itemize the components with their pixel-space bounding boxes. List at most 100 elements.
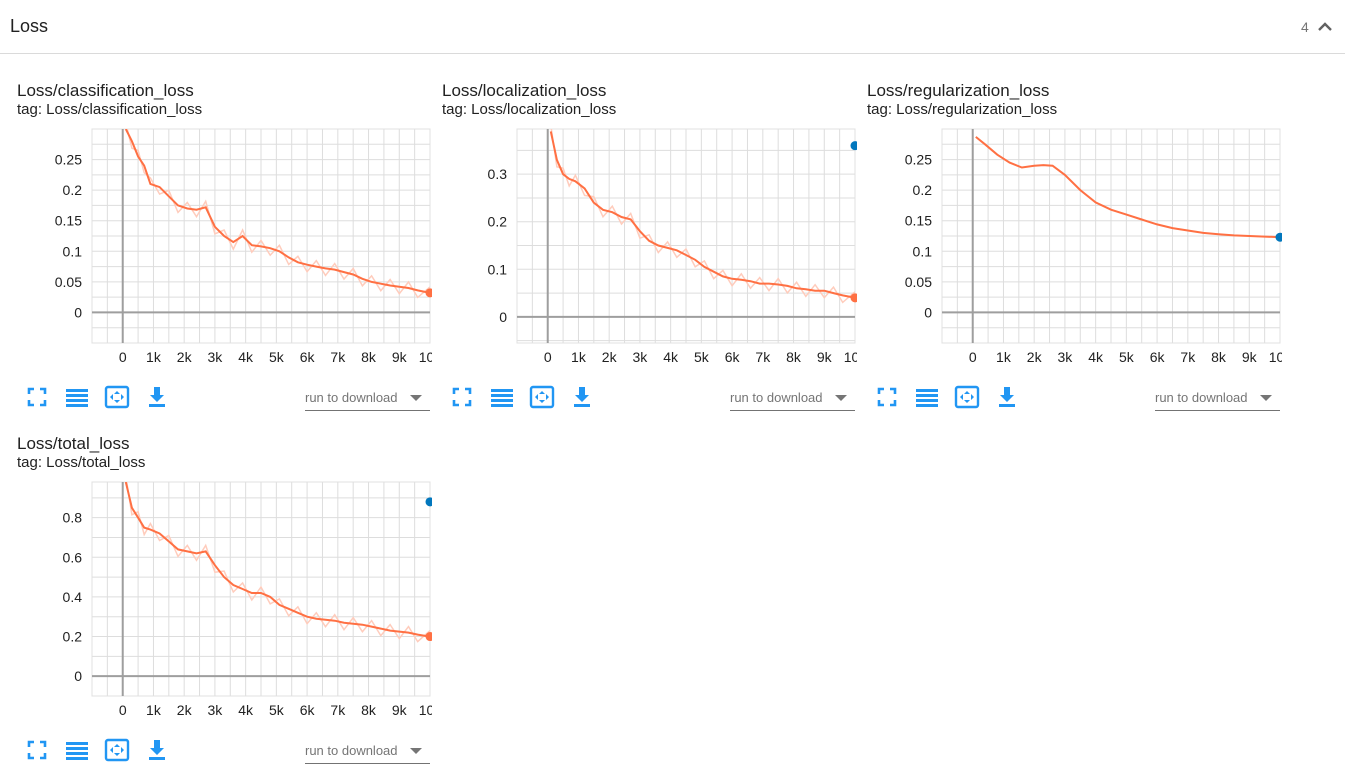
section-header[interactable]: Loss 4 — [0, 0, 1345, 54]
series-marker-blue — [425, 497, 432, 507]
x-tick-label: 10k — [844, 349, 857, 365]
chart-card: Loss/regularization_loss tag: Loss/regula… — [867, 81, 1287, 426]
plot-frame — [91, 481, 431, 697]
series-marker-blue — [850, 141, 857, 151]
run-select-placeholder: run to download — [730, 390, 823, 405]
dropdown-caret-icon — [1260, 395, 1272, 401]
x-tick-label: 6k — [725, 349, 741, 365]
x-tick-label: 3k — [208, 702, 224, 718]
line-chart[interactable]: 0 0.1 0.2 0.3 0 1k 2k 3k 4k 5k 6k 7k 8k 9k 10k — [442, 121, 857, 366]
x-tick-label: 8k — [1211, 349, 1227, 365]
fullscreen-icon[interactable] — [873, 383, 901, 411]
series-line — [124, 129, 430, 294]
x-tick-label: 2k — [602, 349, 618, 365]
y-tick-label: 0 — [924, 304, 932, 320]
x-tick-label: 7k — [330, 349, 346, 365]
x-tick-label: 7k — [1180, 349, 1196, 365]
y-tick-label: 0.15 — [55, 213, 82, 229]
y-tick-label: 0.4 — [63, 589, 83, 605]
y-tick-label: 0 — [499, 309, 507, 325]
x-tick-label: 5k — [269, 349, 285, 365]
x-tick-label: 0 — [544, 349, 552, 365]
y-tick-label: 0.2 — [488, 214, 508, 230]
dropdown-caret-icon — [410, 748, 422, 754]
x-tick-label: 8k — [361, 702, 377, 718]
x-tick-label: 7k — [330, 702, 346, 718]
y-tick-label: 0.25 — [905, 152, 932, 168]
toggle-log-scale-icon[interactable] — [63, 383, 91, 411]
chart-title: Loss/total_loss — [17, 434, 130, 453]
series-end-marker — [425, 288, 432, 298]
x-tick-label: 0 — [969, 349, 977, 365]
y-tick-label: 0.8 — [63, 510, 83, 526]
chart-title: Loss/regularization_loss — [867, 81, 1050, 100]
x-tick-label: 7k — [755, 349, 771, 365]
chart-title: Loss/classification_loss — [17, 81, 194, 100]
y-tick-label: 0.6 — [63, 549, 83, 565]
run-select-placeholder: run to download — [305, 743, 398, 758]
series-line — [975, 136, 1280, 239]
plot-frame — [516, 128, 856, 344]
y-tick-label: 0 — [74, 304, 82, 320]
fit-domain-icon[interactable] — [103, 383, 131, 411]
toggle-log-scale-icon[interactable] — [63, 736, 91, 764]
series-end-marker — [425, 632, 432, 642]
y-tick-label: 0.2 — [63, 182, 83, 198]
x-tick-label: 5k — [694, 349, 710, 365]
toggle-log-scale-icon[interactable] — [488, 383, 516, 411]
x-tick-label: 4k — [1088, 349, 1104, 365]
fit-domain-icon[interactable] — [103, 736, 131, 764]
line-chart[interactable]: 0 0.05 0.1 0.15 0.2 0.25 0 1k 2k 3k 4k 5k 6k 7k 8k 9k 10… — [17, 121, 432, 366]
y-tick-label: 0.05 — [55, 274, 82, 290]
y-tick-label: 0.1 — [63, 243, 83, 259]
series-line — [549, 131, 855, 299]
run-to-download-select[interactable]: run to download — [305, 736, 430, 764]
x-tick-label: 0 — [119, 702, 127, 718]
fit-domain-icon[interactable] — [953, 383, 981, 411]
line-chart[interactable]: 0 0.05 0.1 0.15 0.2 0.25 0 1k 2k 3k 4k 5k 6k 7k 8k 9k 10… — [867, 121, 1282, 366]
y-tick-label: 0 — [74, 668, 82, 684]
x-tick-label: 8k — [786, 349, 802, 365]
download-icon[interactable] — [143, 383, 171, 411]
run-to-download-select[interactable]: run to download — [1155, 383, 1280, 411]
chart-title: Loss/localization_loss — [442, 81, 607, 100]
dropdown-caret-icon — [410, 395, 422, 401]
x-tick-label: 3k — [1058, 349, 1074, 365]
x-tick-label: 6k — [1150, 349, 1166, 365]
chart-card: Loss/total_loss tag: Loss/total_loss 0 0.2 0… — [17, 434, 437, 779]
x-tick-label: 6k — [300, 702, 316, 718]
series-end-marker — [850, 293, 857, 303]
fit-domain-icon[interactable] — [528, 383, 556, 411]
fullscreen-icon[interactable] — [448, 383, 476, 411]
x-tick-label: 4k — [663, 349, 679, 365]
fullscreen-icon[interactable] — [23, 383, 51, 411]
x-tick-label: 9k — [392, 349, 408, 365]
x-tick-label: 10k — [419, 349, 432, 365]
x-tick-label: 9k — [1242, 349, 1258, 365]
run-to-download-select[interactable]: run to download — [730, 383, 855, 411]
series-end-marker — [1275, 232, 1282, 242]
chart-tag: tag: Loss/total_loss — [17, 454, 146, 471]
x-tick-label: 10k — [419, 702, 432, 718]
chart-tag: tag: Loss/regularization_loss — [867, 101, 1058, 118]
y-tick-label: 0.25 — [55, 152, 82, 168]
x-tick-label: 1k — [146, 349, 162, 365]
chart-card: Loss/classification_loss tag: Loss/classi… — [17, 81, 437, 426]
x-tick-label: 0 — [119, 349, 127, 365]
run-to-download-select[interactable]: run to download — [305, 383, 430, 411]
run-select-placeholder: run to download — [305, 390, 398, 405]
chevron-up-icon[interactable] — [1316, 18, 1334, 36]
fullscreen-icon[interactable] — [23, 736, 51, 764]
x-tick-label: 9k — [817, 349, 833, 365]
series-raw-line — [125, 482, 430, 643]
line-chart[interactable]: 0 0.2 0.4 0.6 0.8 0 1k 2k 3k 4k 5k 6k 7k 8k 9k 10k — [17, 474, 432, 719]
y-tick-label: 0.2 — [63, 629, 83, 645]
download-icon[interactable] — [568, 383, 596, 411]
dropdown-caret-icon — [835, 395, 847, 401]
download-icon[interactable] — [143, 736, 171, 764]
toggle-log-scale-icon[interactable] — [913, 383, 941, 411]
download-icon[interactable] — [993, 383, 1021, 411]
y-tick-label: 0.1 — [913, 243, 933, 259]
chart-tag: tag: Loss/classification_loss — [17, 101, 203, 118]
x-tick-label: 9k — [392, 702, 408, 718]
